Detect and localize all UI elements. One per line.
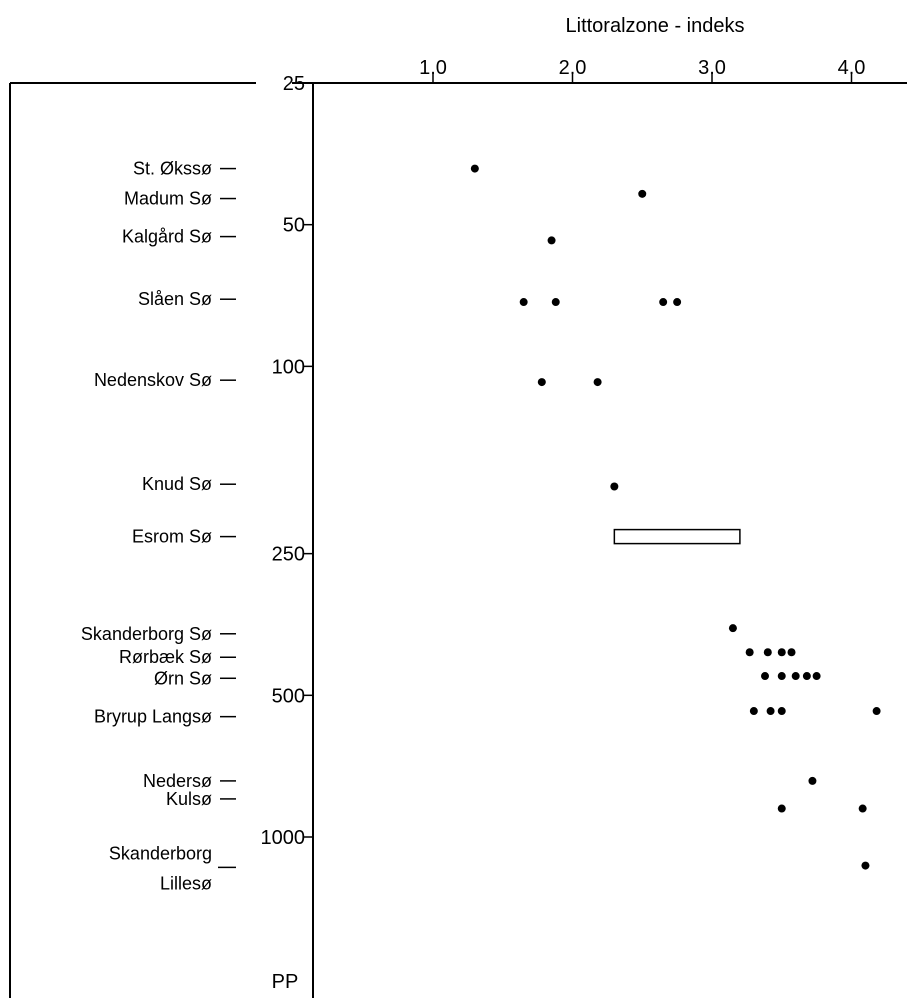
lake-label: Kalgård Sø — [122, 227, 212, 247]
x-tick-label: 1.0 — [419, 57, 447, 79]
y-tick-label: 100 — [272, 356, 305, 378]
lake-label: Lillesø — [160, 873, 212, 893]
data-point — [610, 482, 619, 491]
lake-label: Knud Sø — [142, 474, 212, 494]
range-bar — [613, 528, 741, 545]
lake-label: Skanderborg Sø — [81, 624, 212, 644]
data-point — [659, 298, 668, 307]
data-point — [537, 378, 546, 387]
data-point — [777, 804, 786, 813]
x-tick-label: 3.0 — [698, 57, 726, 79]
lake-label: Rørbæk Sø — [119, 647, 212, 667]
y-tick-label: 250 — [272, 544, 305, 566]
data-point — [787, 648, 796, 657]
data-point — [861, 861, 870, 870]
lake-label: Madum Sø — [124, 189, 212, 209]
data-point — [551, 298, 560, 307]
data-point — [791, 672, 800, 681]
data-point — [547, 236, 556, 245]
lake-label: Skanderborg — [109, 843, 212, 863]
lake-label: Slåen Sø — [138, 289, 212, 309]
data-point — [777, 648, 786, 657]
data-point — [808, 776, 817, 785]
lake-label: Bryrup Langsø — [94, 707, 212, 727]
lake-label: St. Økssø — [133, 159, 212, 179]
lake-label: Esrom Sø — [132, 527, 212, 547]
y-tick-label: 25 — [283, 73, 305, 95]
data-point — [749, 707, 758, 716]
data-point — [470, 164, 479, 173]
data-point — [519, 298, 528, 307]
data-point — [777, 672, 786, 681]
lake-label: Nedenskov Sø — [94, 370, 212, 390]
y-axis-title: PP — [272, 971, 299, 993]
y-axis-ticks: 25 50 100 250 500 1000 — [261, 73, 313, 849]
data-point — [802, 672, 811, 681]
data-point — [673, 298, 682, 307]
x-axis-ticks: 1.02.03.04.05.0 — [419, 57, 866, 83]
lake-label: Nedersø — [143, 771, 212, 791]
x-tick-label: 2.0 — [559, 57, 587, 79]
data-point — [777, 707, 786, 716]
range-markers — [613, 528, 741, 545]
y-tick-label: 1000 — [261, 827, 306, 849]
data-point — [763, 648, 772, 657]
x-tick-label: 4.0 — [838, 57, 866, 79]
data-point — [872, 707, 881, 716]
y-tick-label: 500 — [272, 685, 305, 707]
data-point — [858, 804, 867, 813]
data-point — [812, 672, 821, 681]
y-tick-label: 50 — [283, 215, 305, 237]
lake-label: Kulsø — [166, 789, 212, 809]
lake-labels: St. Økssø Madum Sø Kalgård Sø Slåen Sø Neden… — [81, 159, 236, 893]
data-points — [470, 164, 881, 870]
data-point — [638, 189, 647, 198]
data-point — [593, 378, 602, 387]
data-point — [761, 672, 770, 681]
data-point — [766, 707, 775, 716]
lake-label: Ørn Sø — [154, 668, 212, 688]
data-point — [745, 648, 754, 657]
x-axis-title: Littoralzone - indeks — [566, 15, 745, 37]
chart-frame — [9, 82, 907, 998]
data-point — [728, 624, 737, 633]
